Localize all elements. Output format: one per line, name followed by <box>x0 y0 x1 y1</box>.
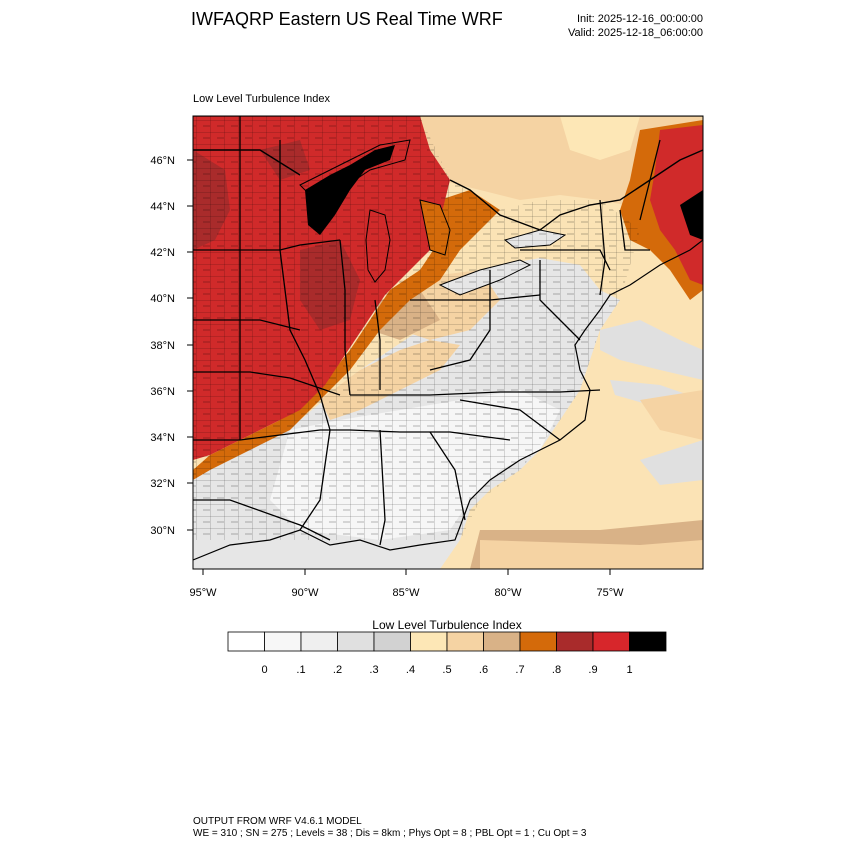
coastlines <box>193 116 703 561</box>
ocean-tan-south <box>480 540 703 569</box>
colorbar-box <box>556 631 594 652</box>
map-field <box>193 116 703 569</box>
colorbar-box <box>300 631 338 652</box>
colorbar-label: .8 <box>552 664 561 676</box>
lat-label-44: 44°N <box>150 201 175 213</box>
model-footer: OUTPUT FROM WRF V4.6.1 MODEL WE = 310 ; … <box>193 816 586 840</box>
lon-label-85: 85°W <box>392 587 420 599</box>
map-subtitle: Low Level Turbulence Index <box>193 93 330 105</box>
lat-label-34: 34°N <box>150 432 175 444</box>
map-frame <box>192 115 704 570</box>
chart-title: IWFAQRP Eastern US Real Time WRF <box>191 9 503 29</box>
colorbar-label: .6 <box>479 664 488 676</box>
colorbar-label: 0 <box>261 664 267 676</box>
lat-label-42: 42°N <box>150 247 175 259</box>
colorbar-label: .2 <box>333 664 342 676</box>
state-lines <box>193 116 661 546</box>
time-labels: Init: 2025-12-16_00:00:00 Valid: 2025-12… <box>480 12 703 40</box>
ocean-gray-streak <box>600 320 703 380</box>
lon-ticks <box>202 569 611 575</box>
colorbar-label: .4 <box>406 664 415 676</box>
colorbar-label: .9 <box>588 664 597 676</box>
colorbar-title: Low Level Turbulence Index <box>372 618 521 632</box>
colorbar-box <box>592 631 630 652</box>
colorbar-labels: 0 .1 .2 .3 .4 .5 .6 .7 .8 .9 1 <box>261 664 632 676</box>
colorbar-box <box>519 631 557 652</box>
colorbar-box <box>629 631 667 652</box>
lon-label-80: 80°W <box>494 587 522 599</box>
colorbar-label: .7 <box>515 664 524 676</box>
colorbar-box <box>446 631 484 652</box>
lat-label-38: 38°N <box>150 340 175 352</box>
colorbar-label: .3 <box>369 664 378 676</box>
lat-label-30: 30°N <box>150 525 175 537</box>
county-lines <box>193 116 640 540</box>
colorbar <box>227 631 667 652</box>
lat-label-36: 36°N <box>150 386 175 398</box>
international-border <box>193 149 703 231</box>
lon-label-90: 90°W <box>291 587 319 599</box>
footer-line-1: OUTPUT FROM WRF V4.6.1 MODEL <box>193 816 362 827</box>
colorbar-label: .5 <box>442 664 451 676</box>
ocean-gray-streak-3 <box>640 440 703 485</box>
colorbar-label: .1 <box>296 664 305 676</box>
colorbar-box <box>227 631 265 652</box>
footer-line-2: WE = 310 ; SN = 275 ; Levels = 38 ; Dis … <box>193 828 587 839</box>
colorbar-box <box>264 631 302 652</box>
ocean-tan-streak <box>640 390 703 440</box>
peak-field-maine <box>680 190 703 240</box>
init-time: Init: 2025-12-16_00:00:00 <box>577 13 703 25</box>
colorbar-label: 1 <box>626 664 632 676</box>
colorbar-box <box>483 631 521 652</box>
colorbar-box <box>373 631 411 652</box>
lat-ticks <box>187 159 193 531</box>
valid-time: Valid: 2025-12-18_06:00:00 <box>568 27 703 39</box>
lon-label-95: 95°W <box>189 587 217 599</box>
colorbar-box <box>410 631 448 652</box>
canada-light-field <box>560 116 640 160</box>
lat-label-40: 40°N <box>150 293 175 305</box>
lat-label-32: 32°N <box>150 478 175 490</box>
lat-label-46: 46°N <box>150 155 175 167</box>
lon-label-75: 75°W <box>596 587 624 599</box>
colorbar-box <box>337 631 375 652</box>
newengland-red-field <box>650 125 703 285</box>
